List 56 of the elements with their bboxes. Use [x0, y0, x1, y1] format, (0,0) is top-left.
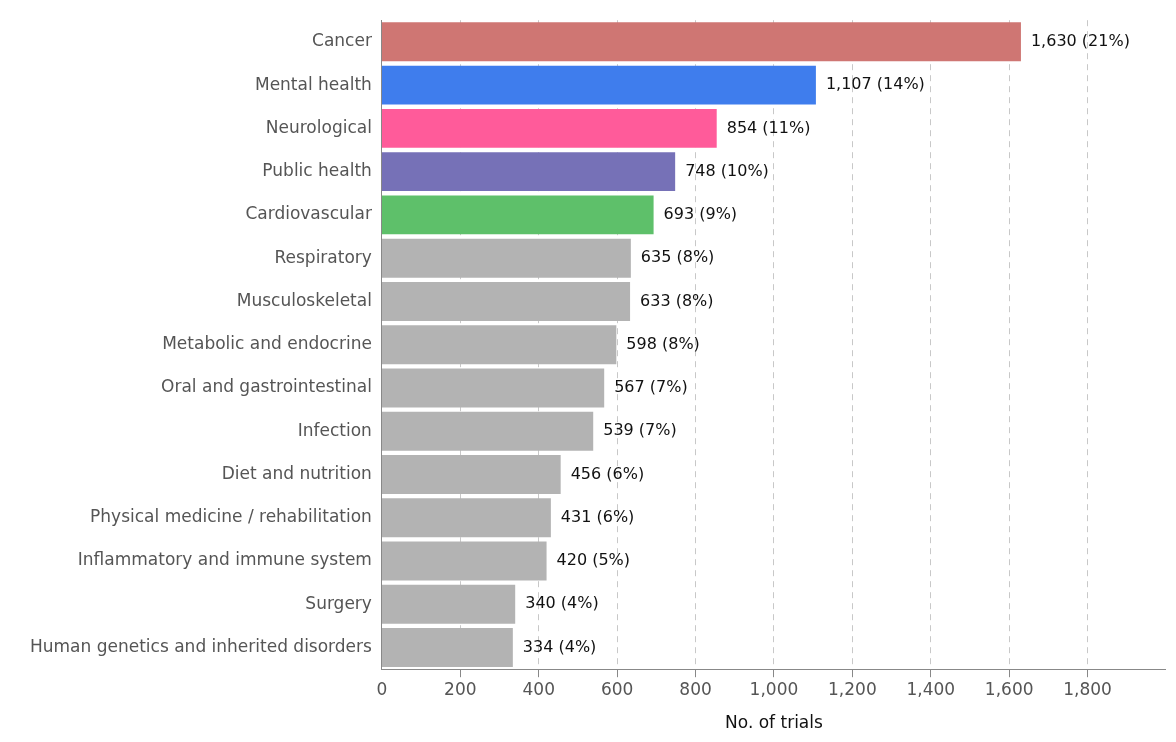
data-label: 456 (6%)	[570, 463, 645, 483]
bar	[381, 195, 654, 235]
bar	[381, 628, 513, 668]
x-tick-label: 200	[444, 678, 477, 699]
y-tick-label: Metabolic and endocrine	[162, 333, 372, 354]
data-label: 334 (4%)	[522, 636, 597, 656]
y-tick-label: Oral and gastrointestinal	[161, 376, 372, 397]
data-label: 431 (6%)	[560, 506, 635, 526]
x-tick-label: 600	[600, 678, 634, 699]
y-tick-label: Musculoskeletal	[236, 289, 372, 310]
bar	[381, 281, 631, 321]
y-tick-label: Diet and nutrition	[221, 462, 372, 483]
data-label: 340 (4%)	[525, 593, 599, 613]
bar	[381, 65, 816, 105]
y-tick-label: Mental health	[254, 73, 372, 94]
x-tick-label: 0	[376, 678, 388, 699]
data-label: 1,107 (14%)	[825, 74, 925, 94]
bar	[381, 108, 717, 148]
x-tick-label: 400	[522, 678, 555, 699]
y-tick-label: Neurological	[265, 116, 372, 137]
x-tick-label: 1,000	[749, 678, 799, 699]
y-tick-label: Physical medicine / rehabilitation	[90, 506, 372, 527]
bar	[381, 22, 1021, 62]
y-tick-label: Inflammatory and immune system	[77, 549, 372, 570]
y-tick-label: Infection	[297, 419, 372, 440]
y-tick-label: Respiratory	[274, 246, 372, 267]
data-label: 633 (8%)	[640, 290, 714, 310]
x-tick-label: 800	[679, 678, 712, 699]
bar	[381, 411, 594, 451]
data-label: 567 (7%)	[614, 377, 688, 397]
bar	[381, 325, 617, 365]
data-label: 420 (5%)	[556, 550, 631, 570]
data-label: 693 (9%)	[663, 204, 738, 224]
bar	[381, 238, 631, 278]
data-label: 1,630 (21%)	[1030, 30, 1130, 50]
data-label: 854 (11%)	[726, 117, 811, 137]
x-tick-label: 1,800	[1063, 678, 1112, 699]
bar	[381, 455, 561, 494]
x-tick-label: 1,400	[906, 678, 956, 699]
x-axis-title: No. of trials	[725, 712, 823, 733]
x-tick-label: 1,200	[828, 678, 877, 699]
y-tick-label: Public health	[262, 160, 372, 181]
data-label: 635 (8%)	[640, 247, 715, 267]
y-tick-label: Human genetics and inherited disorders	[29, 635, 373, 656]
data-label: 598 (8%)	[626, 333, 700, 353]
x-tick-label: 1,600	[984, 678, 1034, 699]
data-label: 539 (7%)	[603, 420, 677, 440]
bar	[381, 368, 605, 408]
bar	[381, 584, 516, 624]
bar	[381, 152, 676, 192]
y-tick-label: Cardiovascular	[245, 203, 372, 224]
y-tick-label: Surgery	[305, 592, 372, 613]
data-label: 748 (10%)	[685, 160, 769, 180]
bar	[381, 498, 551, 538]
y-tick-label: Cancer	[312, 30, 372, 51]
bar	[381, 541, 547, 581]
